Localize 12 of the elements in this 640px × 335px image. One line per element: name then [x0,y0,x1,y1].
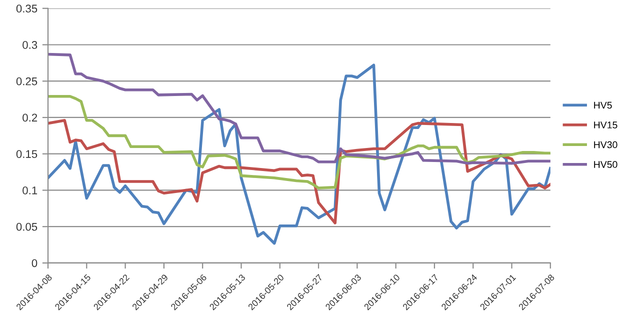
y-tick-label: 0.1 [22,186,38,194]
legend-label: HV15 [594,122,618,128]
y-tick-label: 0.15 [16,150,38,158]
y-tick-label: 0.05 [16,222,38,231]
legend-label: HV50 [594,161,618,168]
legend-label: HV5 [594,102,612,109]
y-tick-label: 0.35 [16,4,38,13]
y-tick-label: 0.25 [16,77,38,86]
y-tick-label: 0.3 [22,41,38,49]
legend-label: HV30 [594,141,618,148]
y-tick-label: 0 [32,259,38,268]
y-tick-label: 0.2 [22,114,38,122]
